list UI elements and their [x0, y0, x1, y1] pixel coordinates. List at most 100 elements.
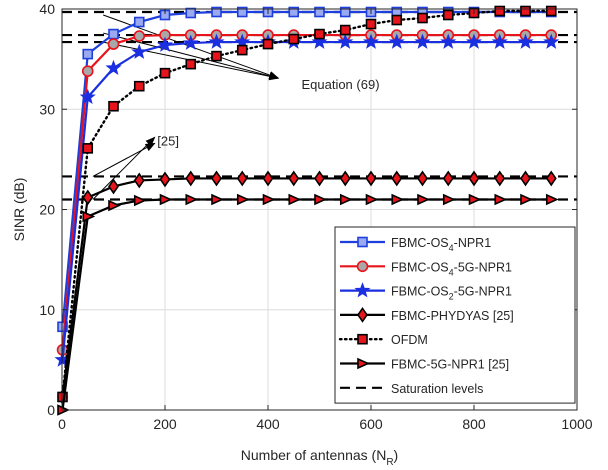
y-tick-label: 10 — [39, 302, 55, 318]
data-point — [468, 170, 480, 187]
data-point — [133, 194, 147, 207]
x-tick-label: 800 — [462, 416, 486, 432]
data-point — [185, 7, 197, 19]
data-point — [491, 33, 508, 49]
data-point — [208, 33, 225, 49]
axis-ticks: 0 200 400 600 800 1000 0 10 20 30 40 — [39, 1, 592, 432]
data-point — [288, 193, 302, 206]
data-point — [391, 170, 403, 187]
data-point — [159, 67, 171, 79]
data-point — [82, 143, 94, 154]
data-point — [236, 44, 248, 56]
legend-entry-saturation: Saturation levels — [340, 382, 483, 396]
legend-entry: OFDM — [338, 333, 428, 347]
legend: FBMC-OS4-NPR1 FBMC-OS4-5G-NPR1 FBMC-OS2-5G… — [334, 226, 576, 404]
data-point — [339, 24, 351, 36]
annotation-arrow — [92, 136, 156, 200]
data-point — [211, 170, 222, 187]
legend-label: FBMC-OS4-5G-NPR1 — [391, 260, 512, 277]
data-point — [391, 193, 405, 206]
data-point — [494, 170, 506, 187]
data-point — [211, 6, 222, 18]
data-point — [82, 210, 96, 223]
data-point — [262, 38, 274, 50]
y-tick-label: 0 — [47, 402, 55, 418]
data-point — [262, 170, 274, 187]
data-point — [57, 321, 68, 333]
series-5 — [57, 5, 557, 403]
data-point — [365, 18, 377, 30]
data-point — [311, 33, 328, 49]
x-tick-label: 1000 — [561, 416, 592, 432]
series-6 — [57, 193, 559, 416]
data-point — [288, 6, 300, 18]
data-point — [388, 33, 405, 49]
data-point — [314, 170, 325, 187]
data-point — [185, 58, 197, 70]
legend-label: OFDM — [391, 333, 428, 347]
data-point — [57, 391, 68, 403]
data-point — [365, 170, 377, 187]
data-point — [494, 5, 506, 17]
data-point — [159, 171, 171, 188]
data-point — [314, 28, 325, 40]
data-point — [442, 9, 454, 21]
data-point — [105, 59, 122, 75]
data-point — [133, 172, 145, 189]
y-tick-label: 40 — [39, 1, 55, 17]
data-point — [391, 14, 403, 26]
legend-entry: FBMC-PHYDYAS [25] — [340, 306, 514, 323]
data-point — [362, 33, 380, 49]
data-point — [82, 48, 94, 60]
data-point — [211, 50, 222, 62]
y-tick-label: 30 — [39, 101, 55, 117]
data-point — [339, 193, 353, 206]
legend-marker — [357, 357, 370, 370]
data-point — [494, 193, 508, 206]
data-point — [545, 170, 557, 187]
annotation-arrow — [103, 32, 280, 80]
data-point — [159, 193, 173, 206]
data-point — [288, 170, 300, 187]
data-point — [468, 193, 482, 206]
x-tick-label: 600 — [359, 416, 383, 432]
data-point — [236, 170, 248, 187]
legend-label: FBMC-OS2-5G-NPR1 — [391, 285, 512, 302]
data-point — [314, 6, 325, 18]
data-point — [417, 170, 428, 187]
data-point — [131, 43, 148, 59]
annotation-text: Equation (69) — [301, 77, 379, 92]
data-point — [133, 30, 146, 42]
legend-entry: FBMC-5G-NPR1 [25] — [340, 358, 509, 372]
x-tick-label: 200 — [153, 416, 177, 432]
data-point — [442, 193, 456, 206]
legend-label: FBMC-OS4-NPR1 — [391, 236, 491, 253]
data-point — [156, 36, 174, 52]
data-point — [517, 33, 534, 49]
data-point — [520, 170, 531, 187]
data-point — [337, 33, 354, 49]
annotation-arrow — [92, 142, 156, 177]
data-point — [520, 5, 531, 17]
legend-marker — [357, 306, 368, 323]
data-point — [108, 199, 121, 212]
legend-label: Saturation levels — [391, 382, 483, 396]
data-point — [182, 34, 199, 50]
data-point — [82, 189, 94, 206]
legend-entry: FBMC-OS4-5G-NPR1 — [340, 260, 512, 277]
data-point — [545, 5, 557, 17]
x-axis-label: Number of antennas (NR) — [241, 447, 398, 468]
x-tick-label: 0 — [58, 416, 66, 432]
data-point — [365, 193, 379, 206]
legend-marker — [356, 260, 369, 273]
data-point — [543, 33, 560, 49]
data-point — [108, 178, 119, 195]
y-axis-label: SINR (dB) — [11, 178, 27, 242]
data-point — [417, 12, 428, 24]
legend-marker — [354, 282, 371, 298]
data-point — [520, 193, 533, 206]
legend-entry: FBMC-OS2-5G-NPR1 — [340, 282, 512, 302]
series-group — [54, 5, 560, 416]
data-point — [133, 80, 145, 92]
